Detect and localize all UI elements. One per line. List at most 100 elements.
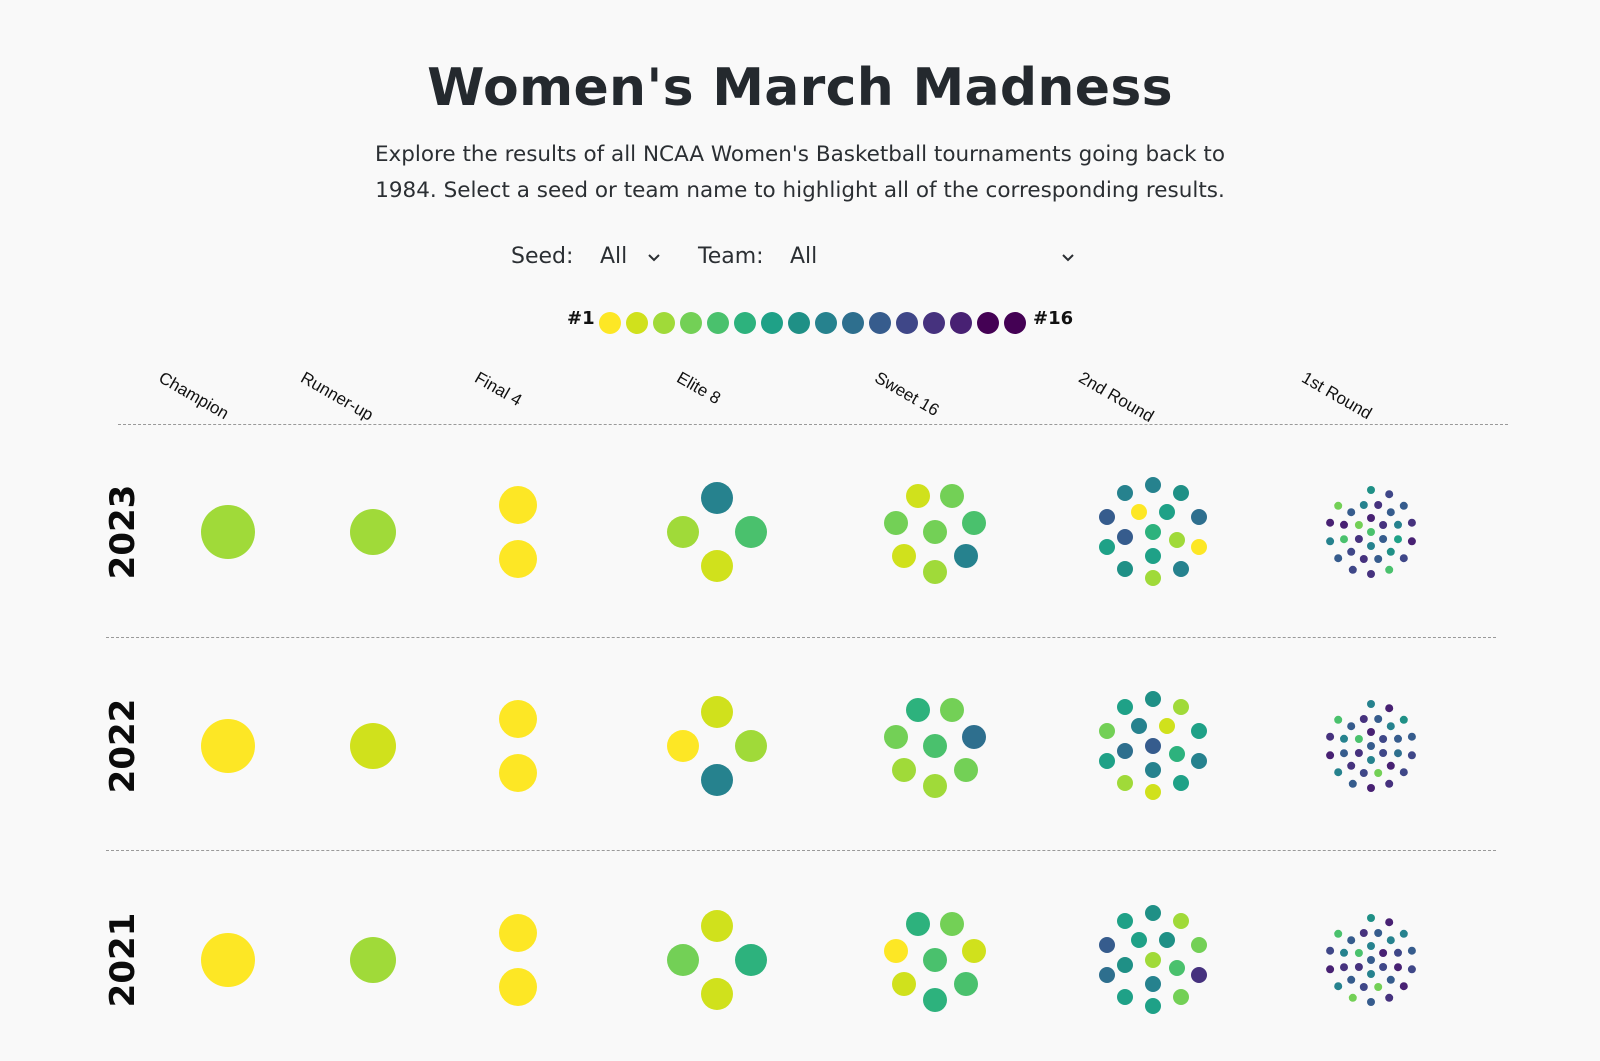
team-dot-2023-elite-8-seed-3[interactable] [667, 516, 699, 548]
team-dot-2022-1st-round-seed-12[interactable] [1399, 768, 1408, 777]
legend-seed-2-dot[interactable] [626, 312, 648, 334]
team-dot-2021-2nd-round-seed-11[interactable] [1099, 937, 1115, 953]
team-dot-2022-1st-round-seed-14[interactable] [1385, 704, 1394, 713]
team-dot-2022-1st-round-seed-12[interactable] [1379, 749, 1388, 757]
team-dot-2023-sweet-16-seed-9[interactable] [954, 544, 978, 568]
legend-seed-4-dot[interactable] [680, 312, 702, 334]
team-dot-2023-1st-round-seed-13[interactable] [1407, 518, 1416, 527]
team-dot-2023-2nd-round-seed-9[interactable] [1173, 561, 1189, 577]
team-dot-2022-2nd-round-seed-7[interactable] [1173, 775, 1189, 791]
team-dot-2022-1st-round-seed-11[interactable] [1367, 742, 1375, 750]
team-dot-2021-1st-round-seed-8[interactable] [1367, 914, 1375, 922]
team-dot-2022-1st-round-seed-14[interactable] [1326, 751, 1335, 760]
team-dot-2022-1st-round-seed-11[interactable] [1347, 722, 1356, 731]
team-dot-2023-1st-round-seed-4[interactable] [1354, 521, 1363, 529]
team-dot-2021-1st-round-seed-14[interactable] [1394, 963, 1402, 972]
team-dot-2022-1st-round-seed-14[interactable] [1367, 784, 1375, 792]
team-dot-2023-1st-round-seed-11[interactable] [1386, 508, 1395, 517]
team-dot-2022-1st-round-seed-9[interactable] [1334, 768, 1343, 777]
team-dot-2023-2nd-round-seed-9[interactable] [1117, 485, 1133, 501]
team-dot-2022-1st-round-seed-12[interactable] [1407, 751, 1416, 760]
team-dot-2022-elite-8-seed-9[interactable] [701, 764, 733, 796]
team-dot-2023-1st-round-seed-11[interactable] [1347, 508, 1356, 517]
team-dot-2023-sweet-16-seed-4[interactable] [884, 511, 908, 535]
team-dot-2021-1st-round-seed-5[interactable] [1334, 929, 1343, 938]
team-dot-2023-runner-up-seed-3[interactable] [350, 509, 396, 555]
team-dot-2023-1st-round-seed-11[interactable] [1399, 501, 1408, 510]
team-dot-2021-1st-round-seed-4[interactable] [1348, 993, 1357, 1002]
team-dot-2021-1st-round-seed-11[interactable] [1374, 929, 1383, 937]
team-dot-2022-champion-seed-1[interactable] [201, 719, 255, 773]
team-dot-2023-champion-seed-3[interactable] [201, 505, 255, 559]
team-dot-2021-1st-round-seed-13[interactable] [1385, 993, 1394, 1002]
team-dot-2022-2nd-round-seed-7[interactable] [1117, 699, 1133, 715]
team-dot-2021-sweet-16-seed-2[interactable] [962, 939, 986, 963]
team-dot-2023-1st-round-seed-14[interactable] [1407, 537, 1416, 546]
legend-seed-16-dot[interactable] [1004, 312, 1026, 334]
team-dot-2023-1st-round-seed-11[interactable] [1374, 555, 1383, 563]
team-dot-2022-elite-8-seed-2[interactable] [701, 696, 733, 728]
team-dot-2022-2nd-round-seed-9[interactable] [1131, 718, 1147, 734]
team-dot-2023-1st-round-seed-12[interactable] [1347, 547, 1356, 556]
team-dot-2023-1st-round-seed-12[interactable] [1348, 565, 1357, 574]
team-dot-2023-1st-round-seed-13[interactable] [1374, 501, 1383, 509]
team-dot-2023-2nd-round-seed-9[interactable] [1145, 477, 1161, 493]
team-dot-2021-2nd-round-seed-7[interactable] [1131, 932, 1147, 948]
team-dot-2022-1st-round-seed-13[interactable] [1359, 715, 1368, 723]
team-dot-2023-2nd-round-seed-11[interactable] [1117, 529, 1133, 545]
team-dot-2023-sweet-16-seed-2[interactable] [892, 544, 916, 568]
team-dot-2023-sweet-16-seed-3[interactable] [923, 560, 947, 584]
team-dot-2021-1st-round-seed-14[interactable] [1326, 965, 1335, 974]
team-dot-2021-2nd-round-seed-7[interactable] [1145, 998, 1161, 1014]
team-dot-2022-2nd-round-seed-3[interactable] [1117, 775, 1133, 791]
team-dot-2023-1st-round-seed-9[interactable] [1326, 537, 1335, 546]
team-dot-2023-1st-round-seed-14[interactable] [1367, 514, 1375, 522]
team-dot-2022-1st-round-seed-12[interactable] [1379, 735, 1388, 743]
team-dot-2023-2nd-round-seed-1[interactable] [1191, 539, 1207, 555]
team-dot-2021-sweet-16-seed-4[interactable] [940, 912, 964, 936]
team-dot-2021-sweet-16-seed-6[interactable] [923, 988, 947, 1012]
team-dot-2021-2nd-round-seed-10[interactable] [1099, 967, 1115, 983]
team-dot-2022-2nd-round-seed-2[interactable] [1145, 784, 1161, 800]
team-dot-2021-1st-round-seed-9[interactable] [1367, 942, 1375, 950]
team-dot-2023-elite-8-seed-9[interactable] [701, 482, 733, 514]
team-dot-2021-final-4-seed-1[interactable] [499, 968, 537, 1006]
team-dot-2023-final-4-seed-1[interactable] [499, 486, 537, 524]
team-dot-2023-1st-round-seed-14[interactable] [1326, 518, 1335, 527]
team-dot-2021-1st-round-seed-11[interactable] [1367, 956, 1375, 964]
team-dot-2021-runner-up-seed-3[interactable] [350, 937, 396, 983]
team-dot-2023-1st-round-seed-9[interactable] [1359, 501, 1368, 509]
team-dot-2023-1st-round-seed-5[interactable] [1340, 535, 1348, 544]
team-dot-2021-2nd-round-seed-4[interactable] [1173, 989, 1189, 1005]
legend-seed-5-dot[interactable] [707, 312, 729, 334]
legend-seed-8-dot[interactable] [788, 312, 810, 334]
team-dot-2023-sweet-16-seed-4[interactable] [923, 520, 947, 544]
team-dot-2022-final-4-seed-1[interactable] [499, 754, 537, 792]
team-dot-2022-1st-round-seed-11[interactable] [1374, 715, 1383, 723]
team-dot-2021-sweet-16-seed-5[interactable] [923, 948, 947, 972]
team-dot-2022-1st-round-seed-8[interactable] [1399, 715, 1408, 724]
team-dot-2021-final-4-seed-1[interactable] [499, 914, 537, 952]
team-dot-2022-sweet-16-seed-5[interactable] [923, 734, 947, 758]
team-dot-2022-2nd-round-seed-9[interactable] [1145, 762, 1161, 778]
team-dot-2023-2nd-round-seed-7[interactable] [1159, 504, 1175, 520]
team-dot-2021-1st-round-seed-14[interactable] [1385, 918, 1394, 927]
team-dot-2023-1st-round-seed-12[interactable] [1399, 554, 1408, 563]
team-dot-2022-2nd-round-seed-2[interactable] [1159, 718, 1175, 734]
team-dot-2022-1st-round-seed-13[interactable] [1385, 779, 1394, 788]
legend-seed-6-dot[interactable] [734, 312, 756, 334]
team-dot-2022-1st-round-seed-5[interactable] [1334, 715, 1343, 724]
team-dot-2021-elite-8-seed-2[interactable] [701, 910, 733, 942]
team-dot-2022-1st-round-seed-10[interactable] [1394, 749, 1402, 758]
team-dot-2021-2nd-round-seed-5[interactable] [1169, 960, 1185, 976]
team-dot-2021-1st-round-seed-12[interactable] [1379, 963, 1388, 971]
team-dot-2023-final-4-seed-1[interactable] [499, 540, 537, 578]
team-dot-2023-2nd-round-seed-7[interactable] [1145, 548, 1161, 564]
team-dot-2023-2nd-round-seed-8[interactable] [1173, 485, 1189, 501]
team-dot-2022-sweet-16-seed-6[interactable] [906, 698, 930, 722]
team-dot-2022-2nd-round-seed-8[interactable] [1145, 691, 1161, 707]
team-dot-2023-elite-8-seed-5[interactable] [735, 516, 767, 548]
team-dot-2021-2nd-round-seed-3[interactable] [1145, 952, 1161, 968]
legend-seed-3-dot[interactable] [653, 312, 675, 334]
team-select[interactable]: All [788, 244, 1084, 274]
